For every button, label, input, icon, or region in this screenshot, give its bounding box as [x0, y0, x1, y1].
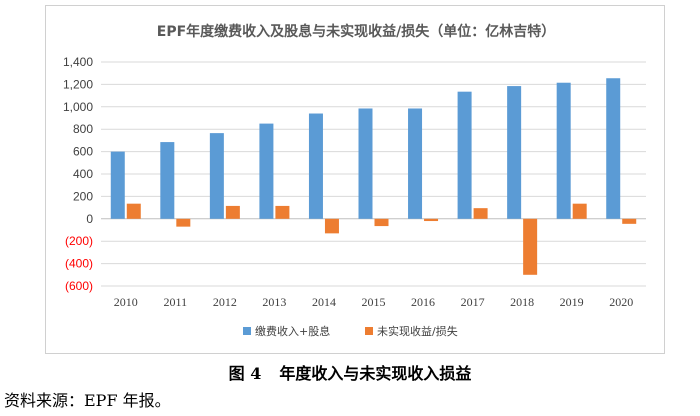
y-tick-label: 200	[73, 189, 93, 203]
figure-number: 图 4	[228, 364, 262, 383]
x-tick-label: 2017	[461, 295, 485, 309]
bar-chart: EPF年度缴费收入及股息与未实现收益/损失（单位：亿林吉特） (600) (400…	[63, 23, 646, 338]
y-tick-label: 1,200	[63, 77, 93, 91]
bars	[110, 78, 637, 275]
bar-contributions-2013	[259, 123, 274, 219]
bar-contributions-2019	[556, 82, 571, 219]
bar-unrealized-2020	[622, 218, 637, 224]
bar-contributions-2017	[457, 91, 472, 219]
bar-unrealized-2010	[126, 203, 141, 219]
x-tick-label: 2011	[164, 295, 188, 309]
y-tick-label: 400	[73, 167, 93, 181]
bar-unrealized-2016	[424, 218, 439, 222]
legend-swatch	[365, 327, 373, 335]
bar-unrealized-2014	[324, 218, 339, 234]
y-axis-ticks: (600) (400) (200) 0 200 400 600 800 1,000 1,200 1,…	[63, 55, 93, 293]
bar-contributions-2018	[507, 86, 522, 219]
bar-contributions-2011	[160, 142, 175, 219]
x-tick-label: 2013	[262, 295, 286, 309]
x-tick-label: 2019	[560, 295, 584, 309]
bar-contributions-2020	[606, 78, 621, 219]
bar-unrealized-2011	[176, 218, 191, 227]
x-tick-label: 2018	[510, 295, 534, 309]
legend-label: 未实现收益/损失	[377, 324, 458, 338]
legend-swatch	[243, 327, 251, 335]
y-tick-label: 0	[86, 212, 93, 226]
bar-contributions-2012	[209, 133, 224, 219]
bar-unrealized-2018	[523, 218, 538, 275]
x-tick-label: 2016	[411, 295, 435, 309]
y-tick-label: 1,400	[63, 55, 93, 69]
bar-unrealized-2012	[225, 205, 240, 219]
x-tick-label: 2010	[114, 295, 138, 309]
bar-contributions-2010	[110, 151, 125, 219]
x-tick-label: 2012	[213, 295, 237, 309]
bar-contributions-2016	[408, 108, 423, 219]
y-tick-label: 600	[73, 145, 93, 159]
y-tick-label: (600)	[65, 279, 93, 293]
gridlines	[101, 61, 646, 287]
x-tick-label: 2020	[609, 295, 633, 309]
x-axis-ticks: 2010 2011 2012 2013 2014 2015 2016 2017 2018 2019…	[114, 295, 633, 309]
bar-unrealized-2015	[374, 218, 389, 227]
legend: 缴费收入+股息 未实现收益/损失	[243, 324, 458, 338]
y-tick-label: (200)	[65, 234, 93, 248]
bar-unrealized-2013	[275, 205, 290, 219]
y-tick-label: 800	[73, 122, 93, 136]
bar-contributions-2015	[358, 108, 373, 219]
chart-title: EPF年度缴费收入及股息与未实现收益/损失（单位：亿林吉特）	[157, 23, 556, 40]
y-tick-label: (400)	[65, 257, 93, 271]
x-tick-label: 2014	[312, 295, 336, 309]
bar-unrealized-2017	[473, 208, 488, 219]
figure-caption: 图 4 年度收入与未实现收入损益	[0, 360, 700, 384]
bar-unrealized-2019	[572, 203, 587, 219]
y-tick-label: 1,000	[63, 100, 93, 114]
source-note: 资料来源：EPF 年报。	[4, 391, 171, 410]
chart-frame: EPF年度缴费收入及股息与未实现收益/损失（单位：亿林吉特） (600) (400…	[45, 5, 665, 354]
x-tick-label: 2015	[362, 295, 386, 309]
figure-caption-text: 年度收入与未实现收入损益	[279, 364, 472, 383]
legend-label: 缴费收入+股息	[255, 324, 330, 338]
bar-contributions-2014	[308, 113, 323, 219]
